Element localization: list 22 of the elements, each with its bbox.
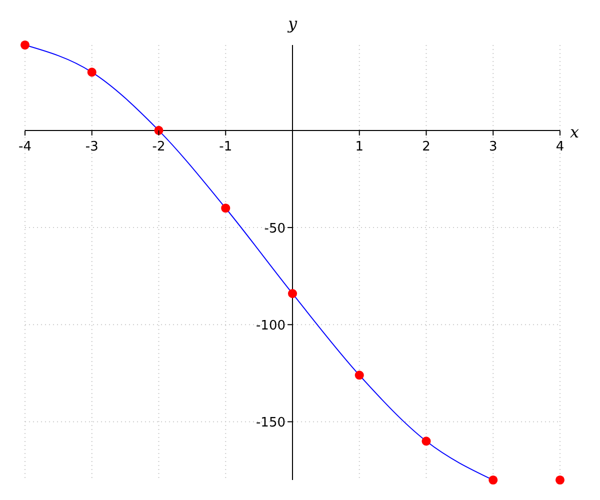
x-tick-label: -2 — [152, 139, 166, 154]
y-tick-label: -50 — [264, 222, 286, 237]
point — [221, 204, 230, 213]
point — [87, 68, 96, 77]
x-tick-label: 2 — [422, 139, 430, 154]
point — [354, 370, 364, 380]
y-axis-title: y — [286, 14, 298, 33]
point — [288, 289, 298, 298]
x-tick-label: -4 — [18, 139, 32, 154]
point — [20, 40, 30, 50]
point — [488, 475, 498, 485]
x-tick-label: -3 — [85, 139, 98, 154]
x-tick-label: 4 — [556, 139, 564, 154]
point — [422, 436, 431, 446]
x-axis-title: x — [570, 122, 580, 142]
y-tick-label: -150 — [256, 416, 286, 431]
point — [154, 126, 164, 135]
point — [555, 475, 565, 485]
x-tick-label: 3 — [488, 139, 498, 154]
x-tick-label: -1 — [219, 139, 232, 154]
y-tick-label: -100 — [256, 318, 286, 334]
x-tick-label: 1 — [355, 139, 364, 154]
